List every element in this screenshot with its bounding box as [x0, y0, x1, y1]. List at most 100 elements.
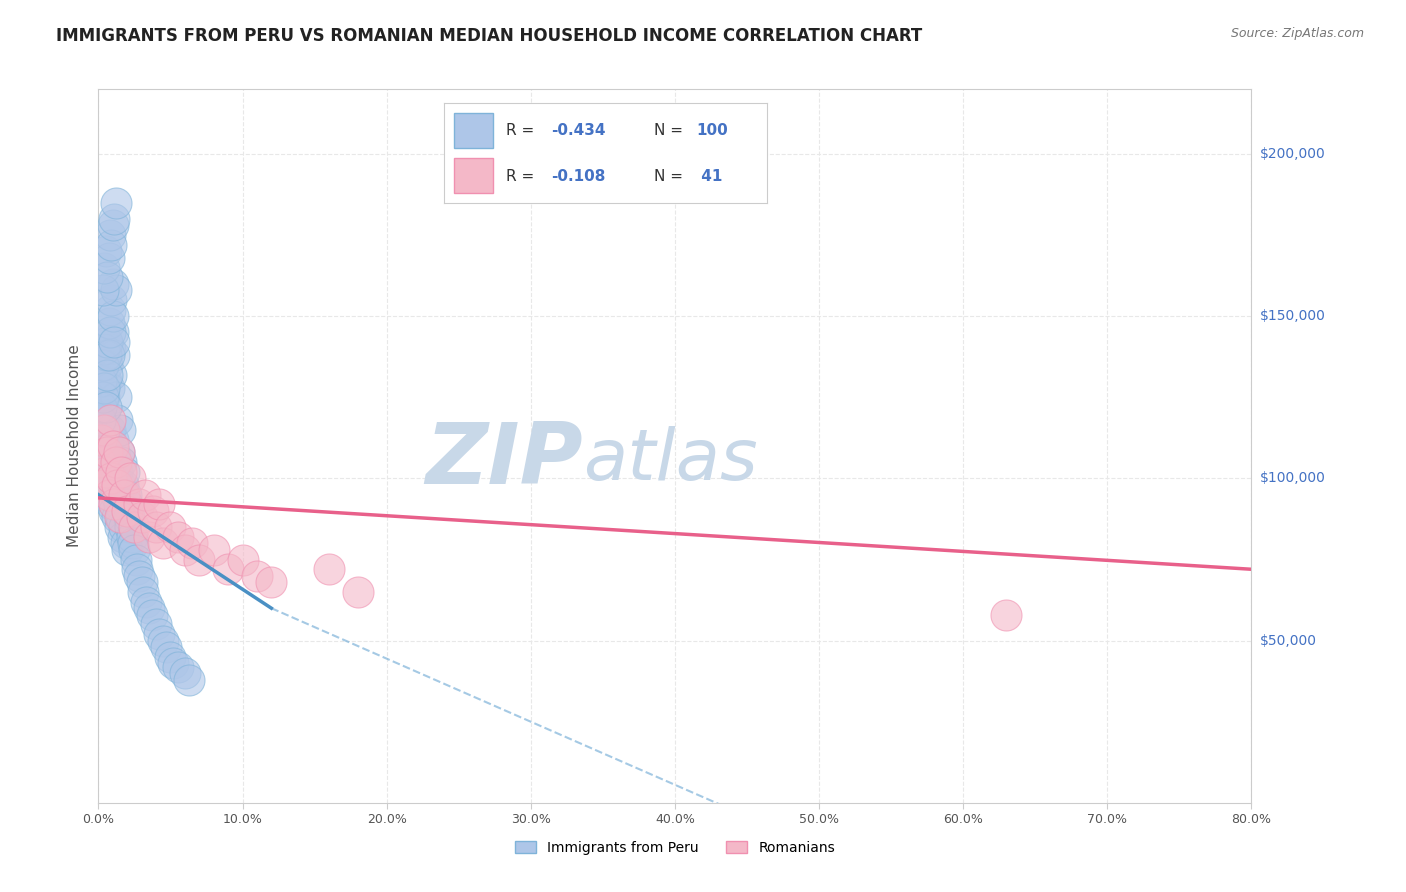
Point — [98, 471, 121, 485]
Point — [108, 520, 131, 534]
Point — [134, 488, 156, 502]
Point — [96, 358, 118, 372]
Point — [100, 238, 122, 252]
Point — [117, 497, 139, 511]
Point — [100, 368, 122, 382]
Point — [98, 228, 121, 243]
Point — [93, 390, 115, 404]
Point — [114, 488, 136, 502]
Point — [91, 478, 114, 492]
Text: Source: ZipAtlas.com: Source: ZipAtlas.com — [1230, 27, 1364, 40]
Text: $200,000: $200,000 — [1260, 147, 1326, 161]
Point — [90, 400, 112, 414]
Point — [101, 310, 124, 324]
Text: IMMIGRANTS FROM PERU VS ROMANIAN MEDIAN HOUSEHOLD INCOME CORRELATION CHART: IMMIGRANTS FROM PERU VS ROMANIAN MEDIAN … — [56, 27, 922, 45]
Point — [118, 510, 141, 524]
Point — [93, 407, 115, 421]
Point — [100, 497, 122, 511]
Point — [105, 413, 128, 427]
Point — [97, 488, 120, 502]
Point — [124, 542, 146, 557]
Point — [104, 455, 127, 469]
Point — [91, 283, 114, 297]
Point — [101, 433, 124, 447]
Point — [101, 277, 124, 291]
Point — [105, 465, 128, 479]
Point — [120, 471, 142, 485]
Point — [100, 455, 122, 469]
Point — [174, 666, 197, 681]
Point — [101, 439, 124, 453]
Point — [103, 497, 125, 511]
Point — [110, 455, 132, 469]
Point — [111, 478, 134, 492]
Point — [166, 530, 188, 544]
Y-axis label: Median Household Income: Median Household Income — [67, 344, 83, 548]
Point — [105, 478, 128, 492]
Point — [152, 536, 174, 550]
Point — [174, 542, 197, 557]
Point — [117, 504, 139, 518]
Text: $50,000: $50,000 — [1260, 633, 1316, 648]
Point — [101, 478, 124, 492]
Point — [110, 510, 132, 524]
Point — [231, 552, 254, 566]
Point — [152, 633, 174, 648]
Point — [108, 510, 131, 524]
Point — [138, 601, 160, 615]
Point — [104, 283, 127, 297]
Point — [90, 374, 112, 388]
Point — [103, 211, 125, 226]
Point — [128, 497, 150, 511]
Point — [97, 348, 120, 362]
Point — [97, 488, 120, 502]
Point — [91, 423, 114, 437]
Point — [98, 326, 121, 340]
Point — [89, 488, 111, 502]
Point — [246, 568, 269, 582]
Point — [159, 649, 181, 664]
Point — [90, 471, 112, 485]
Point — [108, 423, 131, 437]
Text: $100,000: $100,000 — [1260, 472, 1326, 485]
Point — [179, 673, 201, 687]
Point — [93, 445, 115, 459]
Point — [120, 520, 142, 534]
Point — [94, 465, 117, 479]
Point — [96, 368, 118, 382]
Point — [141, 607, 163, 622]
Point — [94, 439, 117, 453]
Point — [121, 530, 143, 544]
Point — [91, 358, 114, 372]
Point — [107, 445, 129, 459]
Point — [93, 381, 115, 395]
Point — [142, 504, 165, 518]
Point — [132, 585, 155, 599]
Point — [114, 536, 136, 550]
Point — [159, 520, 181, 534]
Point — [97, 381, 120, 395]
Point — [127, 562, 149, 576]
Point — [112, 488, 135, 502]
Point — [89, 455, 111, 469]
Point — [104, 195, 127, 210]
Point — [112, 520, 135, 534]
Point — [188, 552, 211, 566]
Point — [104, 390, 127, 404]
Point — [112, 465, 135, 479]
Point — [135, 595, 157, 609]
Text: ZIP: ZIP — [425, 418, 582, 502]
Point — [346, 585, 368, 599]
Point — [145, 617, 167, 632]
Point — [91, 390, 114, 404]
Point — [94, 374, 117, 388]
Point — [166, 659, 188, 673]
Point — [138, 530, 160, 544]
Point — [96, 465, 118, 479]
Point — [128, 568, 150, 582]
Point — [90, 433, 112, 447]
Text: atlas: atlas — [582, 425, 758, 495]
Point — [94, 478, 117, 492]
Point — [98, 423, 121, 437]
Point — [97, 445, 120, 459]
